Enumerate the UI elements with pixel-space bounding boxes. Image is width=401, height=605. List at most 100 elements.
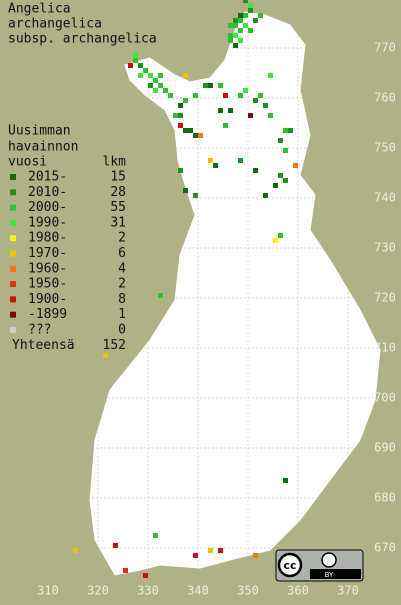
- observation-square: [223, 93, 228, 98]
- y-tick-label: 740: [374, 191, 396, 205]
- cc-icon: cc: [283, 559, 296, 572]
- badge-band: [310, 569, 361, 579]
- observation-square: [273, 183, 278, 188]
- legend-swatch: [10, 189, 16, 196]
- y-tick-label: 700: [374, 391, 396, 405]
- observation-square: [213, 163, 218, 168]
- observation-square: [248, 28, 253, 33]
- observation-square: [138, 73, 143, 78]
- legend-label: ???: [28, 323, 51, 338]
- observation-square: [178, 103, 183, 108]
- observation-square: [153, 533, 158, 538]
- observation-square: [253, 98, 258, 103]
- observation-square: [283, 478, 288, 483]
- observation-square: [183, 188, 188, 193]
- observation-square: [238, 28, 243, 33]
- observation-square: [203, 83, 208, 88]
- x-tick-label: 370: [337, 584, 359, 598]
- observation-square: [253, 168, 258, 173]
- finland-outline: [89, 11, 381, 576]
- cc-circle: [277, 552, 303, 578]
- x-tick-label: 330: [137, 584, 159, 598]
- y-tick-label: 670: [374, 541, 396, 555]
- observation-square: [228, 23, 233, 28]
- observation-square: [258, 93, 263, 98]
- observation-square: [123, 568, 128, 573]
- x-tick-label: 360: [287, 584, 309, 598]
- observation-square: [278, 173, 283, 178]
- observation-square: [233, 18, 238, 23]
- observation-square: [263, 103, 268, 108]
- observation-square: [218, 548, 223, 553]
- y-tick-label: 690: [374, 441, 396, 455]
- legend-label: 1990-: [28, 215, 67, 230]
- observation-square: [103, 353, 108, 358]
- observation-square: [193, 133, 198, 138]
- observation-square: [113, 543, 118, 548]
- observation-square: [133, 58, 138, 63]
- y-tick-label: 730: [374, 241, 396, 255]
- x-tick-label: 350: [237, 584, 259, 598]
- legend-count: 28: [110, 185, 126, 200]
- observation-square: [263, 193, 268, 198]
- legend-count: 4: [118, 261, 126, 276]
- observation-square: [248, 3, 253, 8]
- observation-square: [238, 18, 243, 23]
- observations: [73, 0, 298, 578]
- y-tick-label: 680: [374, 491, 396, 505]
- observation-square: [153, 88, 158, 93]
- title-line: archangelica: [8, 17, 102, 32]
- legend-swatch: [10, 265, 16, 272]
- legend-label: 1900-: [28, 292, 67, 307]
- observation-square: [208, 158, 213, 163]
- y-tick-label: 760: [374, 91, 396, 105]
- observation-square: [73, 548, 78, 553]
- legend-total: 152: [103, 338, 126, 353]
- observation-square: [248, 113, 253, 118]
- observation-square: [148, 73, 153, 78]
- legend-label: 1960-: [28, 261, 67, 276]
- legend-header: Uusimman: [8, 124, 71, 139]
- observation-square: [243, 13, 248, 18]
- legend-header: havainnon: [8, 140, 78, 155]
- observation-square: [243, 88, 248, 93]
- observation-square: [158, 83, 163, 88]
- x-tick-label: 310: [37, 584, 59, 598]
- by-label: BY: [325, 571, 334, 579]
- legend-label: 2015-: [28, 170, 67, 185]
- observation-square: [128, 63, 133, 68]
- observation-square: [178, 123, 183, 128]
- observation-square: [138, 63, 143, 68]
- observation-square: [268, 113, 273, 118]
- observation-square: [183, 73, 188, 78]
- observation-square: [283, 148, 288, 153]
- legend-count: 0: [118, 323, 126, 338]
- observation-square: [233, 23, 238, 28]
- observation-square: [193, 193, 198, 198]
- observation-square: [283, 178, 288, 183]
- observation-square: [143, 573, 148, 578]
- legend-label: 1950-: [28, 277, 67, 292]
- legend-swatch: [10, 296, 16, 303]
- legend-count: 8: [118, 292, 126, 307]
- legend-count: 55: [110, 200, 126, 215]
- legend-count: 2: [118, 277, 126, 292]
- observation-square: [168, 93, 173, 98]
- legend-label: 2010-: [28, 185, 67, 200]
- observation-square: [183, 128, 188, 133]
- observation-square: [193, 93, 198, 98]
- license-badge: cc BY: [275, 549, 364, 582]
- observation-square: [188, 128, 193, 133]
- legend-label: -1899: [28, 307, 67, 322]
- observation-square: [273, 238, 278, 243]
- observation-square: [173, 113, 178, 118]
- observation-square: [208, 83, 213, 88]
- y-tick-label: 750: [374, 141, 396, 155]
- observation-square: [278, 233, 283, 238]
- legend-swatch: [10, 250, 16, 257]
- legend-count: 31: [110, 215, 126, 230]
- observation-square: [178, 168, 183, 173]
- legend-swatch: [10, 281, 16, 288]
